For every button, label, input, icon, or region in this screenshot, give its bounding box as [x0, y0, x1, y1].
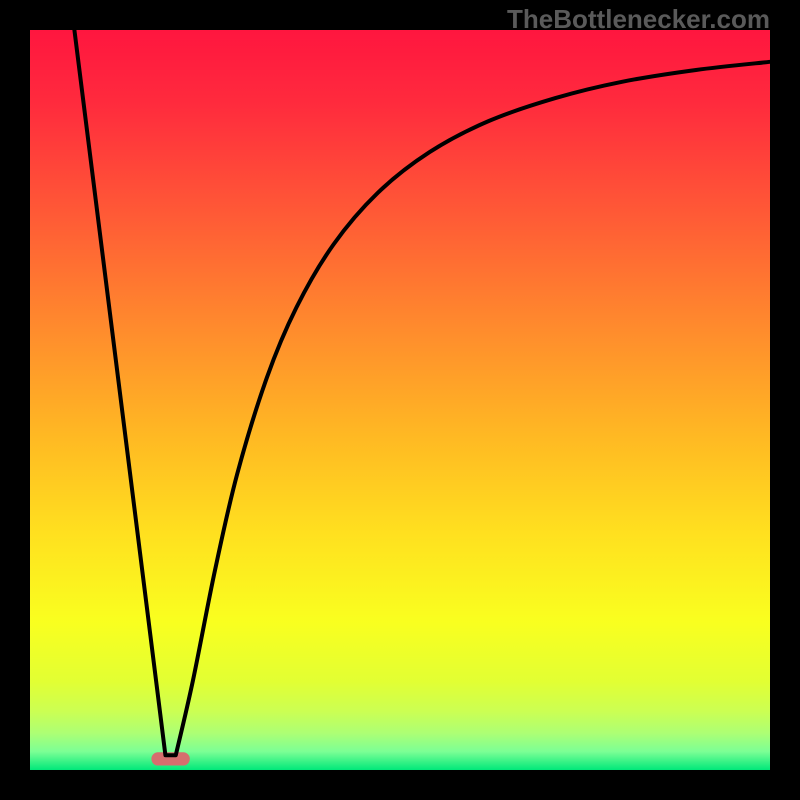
chart-frame: TheBottlenecker.com	[0, 0, 800, 800]
plot-background	[30, 30, 770, 770]
watermark-text: TheBottlenecker.com	[507, 4, 770, 35]
chart-svg	[0, 0, 800, 800]
